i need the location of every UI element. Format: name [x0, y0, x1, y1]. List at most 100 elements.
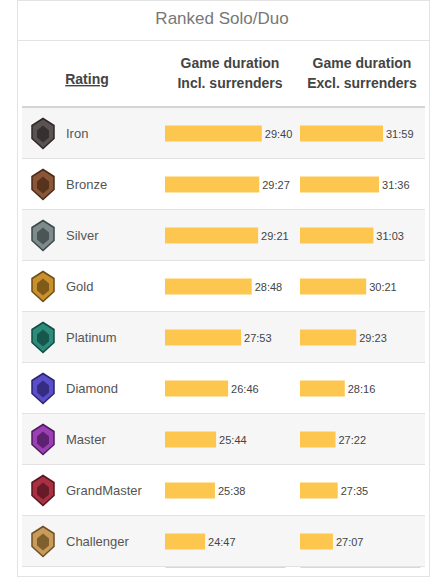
- row-border: [22, 209, 425, 210]
- row-border: [22, 464, 425, 465]
- bar: [300, 432, 335, 448]
- panel: [18, 1, 430, 577]
- row-background: [22, 210, 425, 261]
- axis-line: [166, 567, 286, 568]
- header-line: Game duration: [313, 55, 412, 71]
- category-label: Bronze: [66, 177, 107, 192]
- category-label: GrandMaster: [66, 483, 143, 498]
- bar: [300, 381, 345, 397]
- icon-shield: [32, 374, 54, 404]
- data-label: 27:35: [341, 485, 369, 497]
- data-label: 29:21: [261, 230, 289, 242]
- data-label: 24:47: [208, 536, 236, 548]
- icon-core: [37, 330, 49, 347]
- header-line: Excl. surrenders: [307, 75, 417, 91]
- row-background: [22, 465, 425, 516]
- icon-shield: [32, 119, 54, 149]
- bar: [165, 279, 252, 295]
- category-label: Challenger: [66, 534, 130, 549]
- icon-shield: [32, 476, 54, 506]
- row-background: [22, 516, 425, 567]
- data-label: 28:48: [255, 281, 283, 293]
- rank-icon: [32, 425, 54, 455]
- category-label: Silver: [66, 228, 99, 243]
- icon-shield: [32, 221, 54, 251]
- rank-icon: [32, 374, 54, 404]
- icon-core: [37, 126, 49, 143]
- row-border: [22, 311, 425, 312]
- data-labels: 29:4029:2729:2128:4827:5326:4625:4425:38…: [208, 128, 292, 548]
- row-border: [22, 158, 425, 159]
- data-label: 29:27: [262, 179, 290, 191]
- icon-core: [37, 432, 49, 449]
- rank-icon: [32, 170, 54, 200]
- bar: [300, 126, 383, 142]
- rank-icon: [32, 272, 54, 302]
- rows: [22, 108, 425, 567]
- header-line: Incl. surrenders: [177, 75, 282, 91]
- category-label: Diamond: [66, 381, 118, 396]
- icon-core: [37, 228, 49, 245]
- data-label: 29:23: [359, 332, 387, 344]
- icon-core: [37, 177, 49, 194]
- header-border: [22, 106, 425, 108]
- value-axis: [301, 567, 421, 568]
- row-border: [22, 362, 425, 363]
- icon-core: [37, 381, 49, 398]
- bar: [165, 432, 216, 448]
- row-border: [22, 515, 425, 516]
- rank-icon: [32, 119, 54, 149]
- row-background: [22, 312, 425, 363]
- bar: [165, 330, 241, 346]
- row-background: [22, 363, 425, 414]
- series-header: Game duration Incl. surrenders: [177, 55, 282, 91]
- data-label: 25:44: [219, 434, 247, 446]
- row-border: [22, 260, 425, 261]
- data-label: 29:40: [265, 128, 293, 140]
- data-label: 26:46: [231, 383, 259, 395]
- row-border: [22, 413, 425, 414]
- value-axis: [166, 567, 286, 568]
- bar: [300, 177, 379, 193]
- data-label: 30:21: [369, 281, 397, 293]
- icon-shield: [32, 425, 54, 455]
- rank-icon: [32, 323, 54, 353]
- bar: [300, 483, 338, 499]
- data-label: 31:03: [376, 230, 404, 242]
- rank-icon: [32, 221, 54, 251]
- icon-shield: [32, 527, 54, 557]
- bar: [165, 228, 258, 244]
- row-background: [22, 414, 425, 465]
- data-label: 28:16: [348, 383, 376, 395]
- row-background: [22, 261, 425, 312]
- icon-core: [37, 483, 49, 500]
- chart: Ranked Solo/Duo Rating Iron Bronze Silver Gol…: [0, 0, 443, 582]
- category-label: Iron: [66, 126, 88, 141]
- data-label: 27:53: [244, 332, 272, 344]
- category-label: Gold: [66, 279, 93, 294]
- icon-shield: [32, 170, 54, 200]
- data-label: 27:22: [338, 434, 366, 446]
- rank-icon: [32, 476, 54, 506]
- header-line: Game duration: [181, 55, 280, 71]
- bar: [300, 228, 373, 244]
- title: Ranked Solo/Duo: [155, 9, 288, 28]
- icon-shield: [32, 272, 54, 302]
- bar: [165, 126, 262, 142]
- category-label: Master: [66, 432, 106, 447]
- row-background: [22, 159, 425, 210]
- bar: [165, 483, 215, 499]
- icon-core: [37, 534, 49, 551]
- rank-icon: [32, 527, 54, 557]
- title-rule: [18, 40, 429, 41]
- data-label: 27:07: [336, 536, 364, 548]
- bar: [165, 534, 205, 550]
- row-background: [22, 108, 425, 159]
- data-label: 31:59: [386, 128, 414, 140]
- bar: [165, 177, 259, 193]
- column-header: Rating: [65, 71, 109, 87]
- bar: [300, 534, 333, 550]
- category-label: Platinum: [66, 330, 117, 345]
- data-labels: 31:5931:3631:0330:2129:2328:1627:2227:35…: [336, 128, 414, 548]
- axis-line: [301, 567, 421, 568]
